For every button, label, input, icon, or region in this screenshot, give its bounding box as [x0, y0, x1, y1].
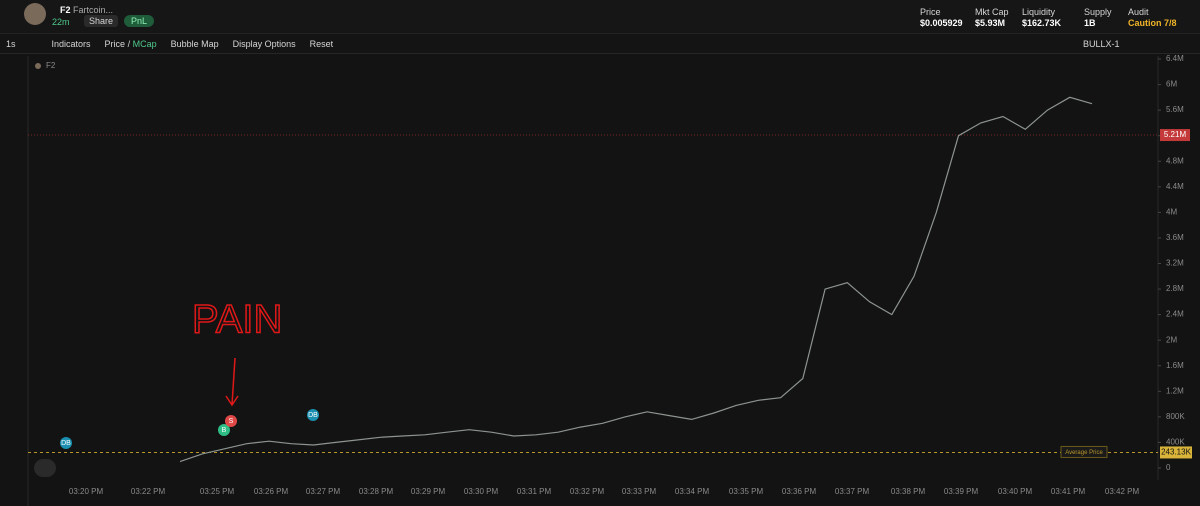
pnl-button[interactable]: PnL [124, 15, 155, 27]
y-tick-label: 1.2M [1166, 386, 1184, 395]
current-price-label: 5.21M [1164, 130, 1187, 139]
x-tick-label: 03:29 PM [411, 487, 446, 496]
trade-marker [218, 424, 230, 436]
legend: F2 [46, 61, 56, 70]
x-tick-label: 03:35 PM [729, 487, 764, 496]
token-name: Fartcoin... [73, 5, 114, 15]
stat-label: Mkt Cap [975, 7, 1009, 17]
layout[interactable]: BULLX-1 [1083, 38, 1120, 49]
stat: Audit Caution 7/8 [1128, 7, 1177, 29]
y-tick-label: 2.4M [1166, 310, 1184, 319]
x-tick-label: 03:34 PM [675, 487, 710, 496]
token-icon [24, 3, 46, 25]
display-options[interactable]: Display Options [232, 38, 296, 49]
y-tick-label: 400K [1166, 438, 1185, 447]
x-tick-label: 03:26 PM [254, 487, 289, 496]
x-tick-label: 03:40 PM [998, 487, 1033, 496]
x-tick-label: 03:33 PM [622, 487, 657, 496]
x-tick-label: 03:41 PM [1051, 487, 1086, 496]
stat-label: Supply [1084, 7, 1112, 17]
age: 22m [52, 17, 70, 27]
x-tick-label: 03:37 PM [835, 487, 870, 496]
x-tick-label: 03:27 PM [306, 487, 341, 496]
x-tick-label: 03:31 PM [517, 487, 552, 496]
legend-dot [35, 63, 41, 69]
stat-label: Audit [1128, 7, 1149, 17]
toolbar: 1s Indicators Price / MCap Bubble Map Di… [0, 34, 1200, 54]
average-price-badge [1160, 446, 1192, 459]
annotation-arrow [225, 357, 239, 407]
stat-value: $5.93M [975, 18, 1006, 28]
stat: Liquidity $162.73K [1022, 7, 1061, 29]
stat: Price $0.005929 [920, 7, 963, 29]
average-price-label: 243.13K [1161, 448, 1191, 457]
x-tick-label: 03:28 PM [359, 487, 394, 496]
x-tick-label: 03:22 PM [131, 487, 166, 496]
tv-logo [34, 459, 56, 477]
y-tick-label: 6M [1166, 80, 1177, 89]
stat: Supply 1B [1084, 7, 1112, 29]
y-tick-label: 0 [1166, 463, 1171, 472]
x-tick-label: 03:25 PM [200, 487, 235, 496]
trade-marker-label: S [229, 418, 234, 425]
y-tick-label: 4.4M [1166, 182, 1184, 191]
indicators[interactable]: Indicators [51, 38, 91, 49]
y-tick-label: 6.4M [1166, 54, 1184, 63]
trade-marker [307, 409, 319, 421]
share-button[interactable]: Share [84, 15, 119, 27]
x-tick-label: 03:30 PM [464, 487, 499, 496]
mcap-line [179, 96, 1093, 463]
x-tick-label: 03:36 PM [782, 487, 817, 496]
price[interactable]: Price [104, 38, 126, 49]
stat: Mkt Cap $5.93M [975, 7, 1009, 29]
y-tick-label: 800K [1166, 412, 1185, 421]
y-tick-label: 3.2M [1166, 259, 1184, 268]
x-tick-label: 03:32 PM [570, 487, 605, 496]
stat-value: 1B [1084, 18, 1096, 28]
x-tick-label: 03:42 PM [1105, 487, 1140, 496]
price-toggle[interactable]: Price / MCap [104, 38, 157, 49]
interval[interactable]: 1s [6, 38, 16, 49]
y-tick-label: 1.6M [1166, 361, 1184, 370]
y-tick-label: 3.6M [1166, 233, 1184, 242]
stat-value: $162.73K [1022, 18, 1062, 28]
stat-label: Liquidity [1022, 7, 1056, 17]
trade-marker [225, 415, 237, 427]
stat-value: Caution 7/8 [1128, 18, 1177, 28]
trade-marker [60, 437, 72, 449]
average-price-tag [1060, 445, 1108, 458]
header: F2 Fartcoin... 22m Share PnL Price $0.005… [0, 0, 1200, 34]
bubble-map[interactable]: Bubble Map [170, 38, 219, 49]
trade-marker-label: DB [61, 440, 71, 447]
y-tick-label: 5.6M [1166, 105, 1184, 114]
mcap[interactable]: MCap [132, 38, 157, 49]
stat-label: Price [920, 7, 941, 17]
stat-value: $0.005929 [920, 18, 963, 28]
y-tick-label: 4M [1166, 207, 1177, 216]
x-tick-label: 03:39 PM [944, 487, 979, 496]
trade-marker-label: B [222, 427, 227, 434]
x-tick-label: 03:20 PM [69, 487, 104, 496]
trade-marker-label: DB [308, 412, 318, 419]
y-tick-label: 2M [1166, 335, 1177, 344]
annotation: PAIN [192, 298, 282, 342]
symbol: F2 [60, 5, 71, 15]
x-tick-label: 03:38 PM [891, 487, 926, 496]
y-tick-label: 4.8M [1166, 156, 1184, 165]
average-price-name: Average Price [1065, 450, 1103, 456]
y-tick-label: 2.8M [1166, 284, 1184, 293]
current-price-badge [1160, 129, 1190, 142]
reset[interactable]: Reset [309, 38, 334, 49]
